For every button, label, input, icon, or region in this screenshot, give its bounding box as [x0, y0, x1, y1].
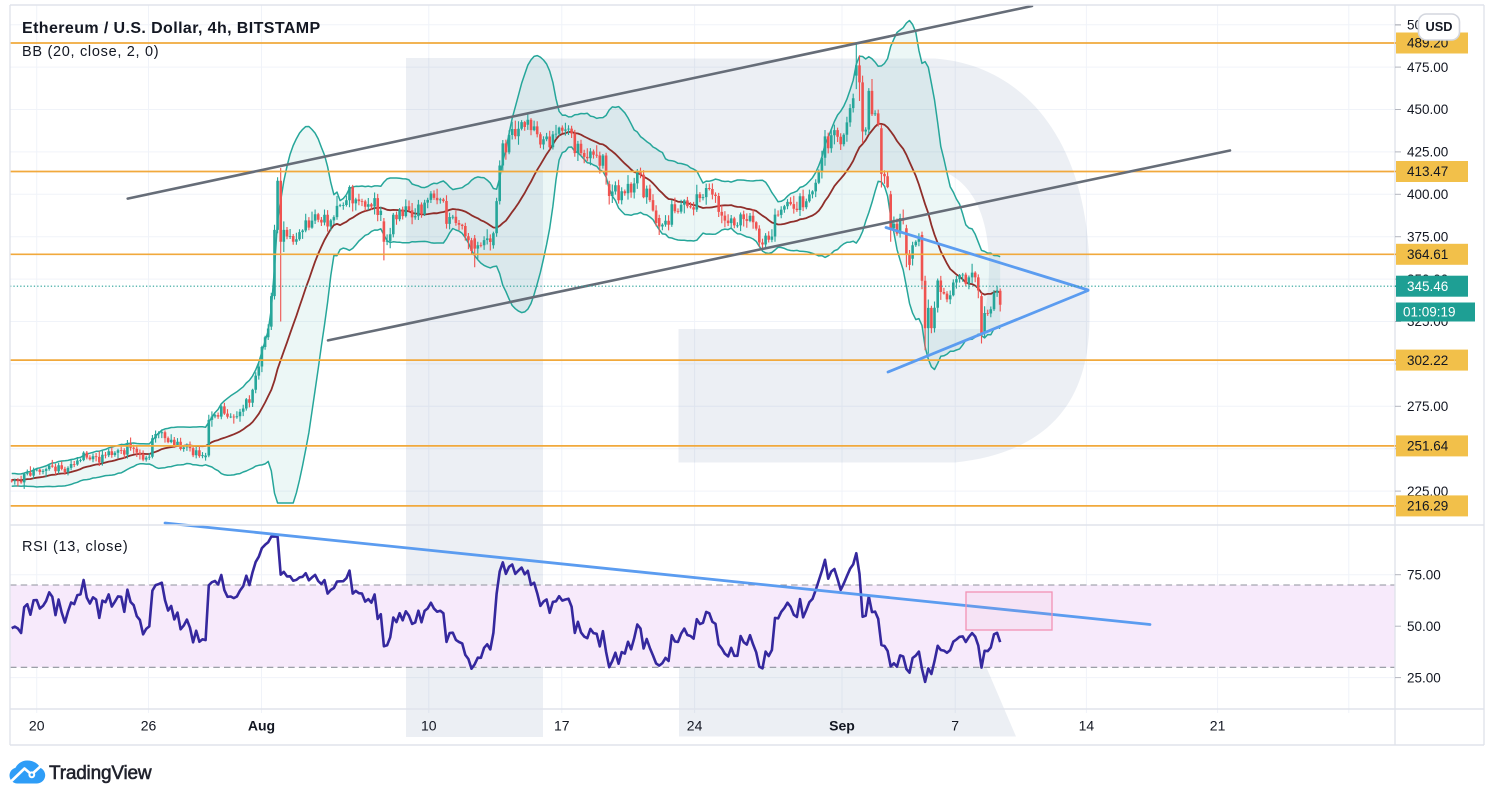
svg-text:425.00: 425.00 [1407, 145, 1448, 160]
svg-text:BB (20, close, 2, 0): BB (20, close, 2, 0) [22, 44, 159, 60]
svg-text:Aug: Aug [248, 718, 275, 734]
svg-text:10: 10 [421, 718, 437, 734]
svg-text:364.61: 364.61 [1407, 247, 1448, 262]
svg-text:275.00: 275.00 [1407, 399, 1448, 414]
svg-text:14: 14 [1079, 718, 1095, 734]
svg-text:21: 21 [1210, 718, 1226, 734]
svg-text:302.22: 302.22 [1407, 353, 1448, 368]
svg-text:17: 17 [554, 718, 570, 734]
svg-text:475.00: 475.00 [1407, 60, 1448, 75]
svg-text:251.64: 251.64 [1407, 439, 1449, 454]
svg-text:7: 7 [951, 718, 959, 734]
svg-text:Sep: Sep [829, 718, 855, 734]
svg-text:Ethereum / U.S. Dollar, 4h, BI: Ethereum / U.S. Dollar, 4h, BITSTAMP [22, 20, 321, 37]
svg-text:USD: USD [1425, 19, 1452, 34]
svg-text:216.29: 216.29 [1407, 499, 1448, 514]
svg-text:TradingView: TradingView [49, 763, 152, 784]
svg-text:345.46: 345.46 [1407, 279, 1448, 294]
svg-text:24: 24 [687, 718, 703, 734]
svg-text:375.00: 375.00 [1407, 229, 1448, 244]
svg-text:400.00: 400.00 [1407, 187, 1448, 202]
svg-text:25.00: 25.00 [1407, 670, 1441, 685]
svg-text:20: 20 [29, 718, 45, 734]
svg-text:01:09:19: 01:09:19 [1403, 305, 1456, 320]
svg-text:413.47: 413.47 [1407, 164, 1448, 179]
svg-text:450.00: 450.00 [1407, 102, 1448, 117]
svg-text:50.00: 50.00 [1407, 619, 1441, 634]
svg-text:225.00: 225.00 [1407, 484, 1448, 499]
svg-text:26: 26 [141, 718, 157, 734]
svg-text:75.00: 75.00 [1407, 567, 1441, 582]
svg-text:RSI (13, close): RSI (13, close) [22, 539, 128, 555]
